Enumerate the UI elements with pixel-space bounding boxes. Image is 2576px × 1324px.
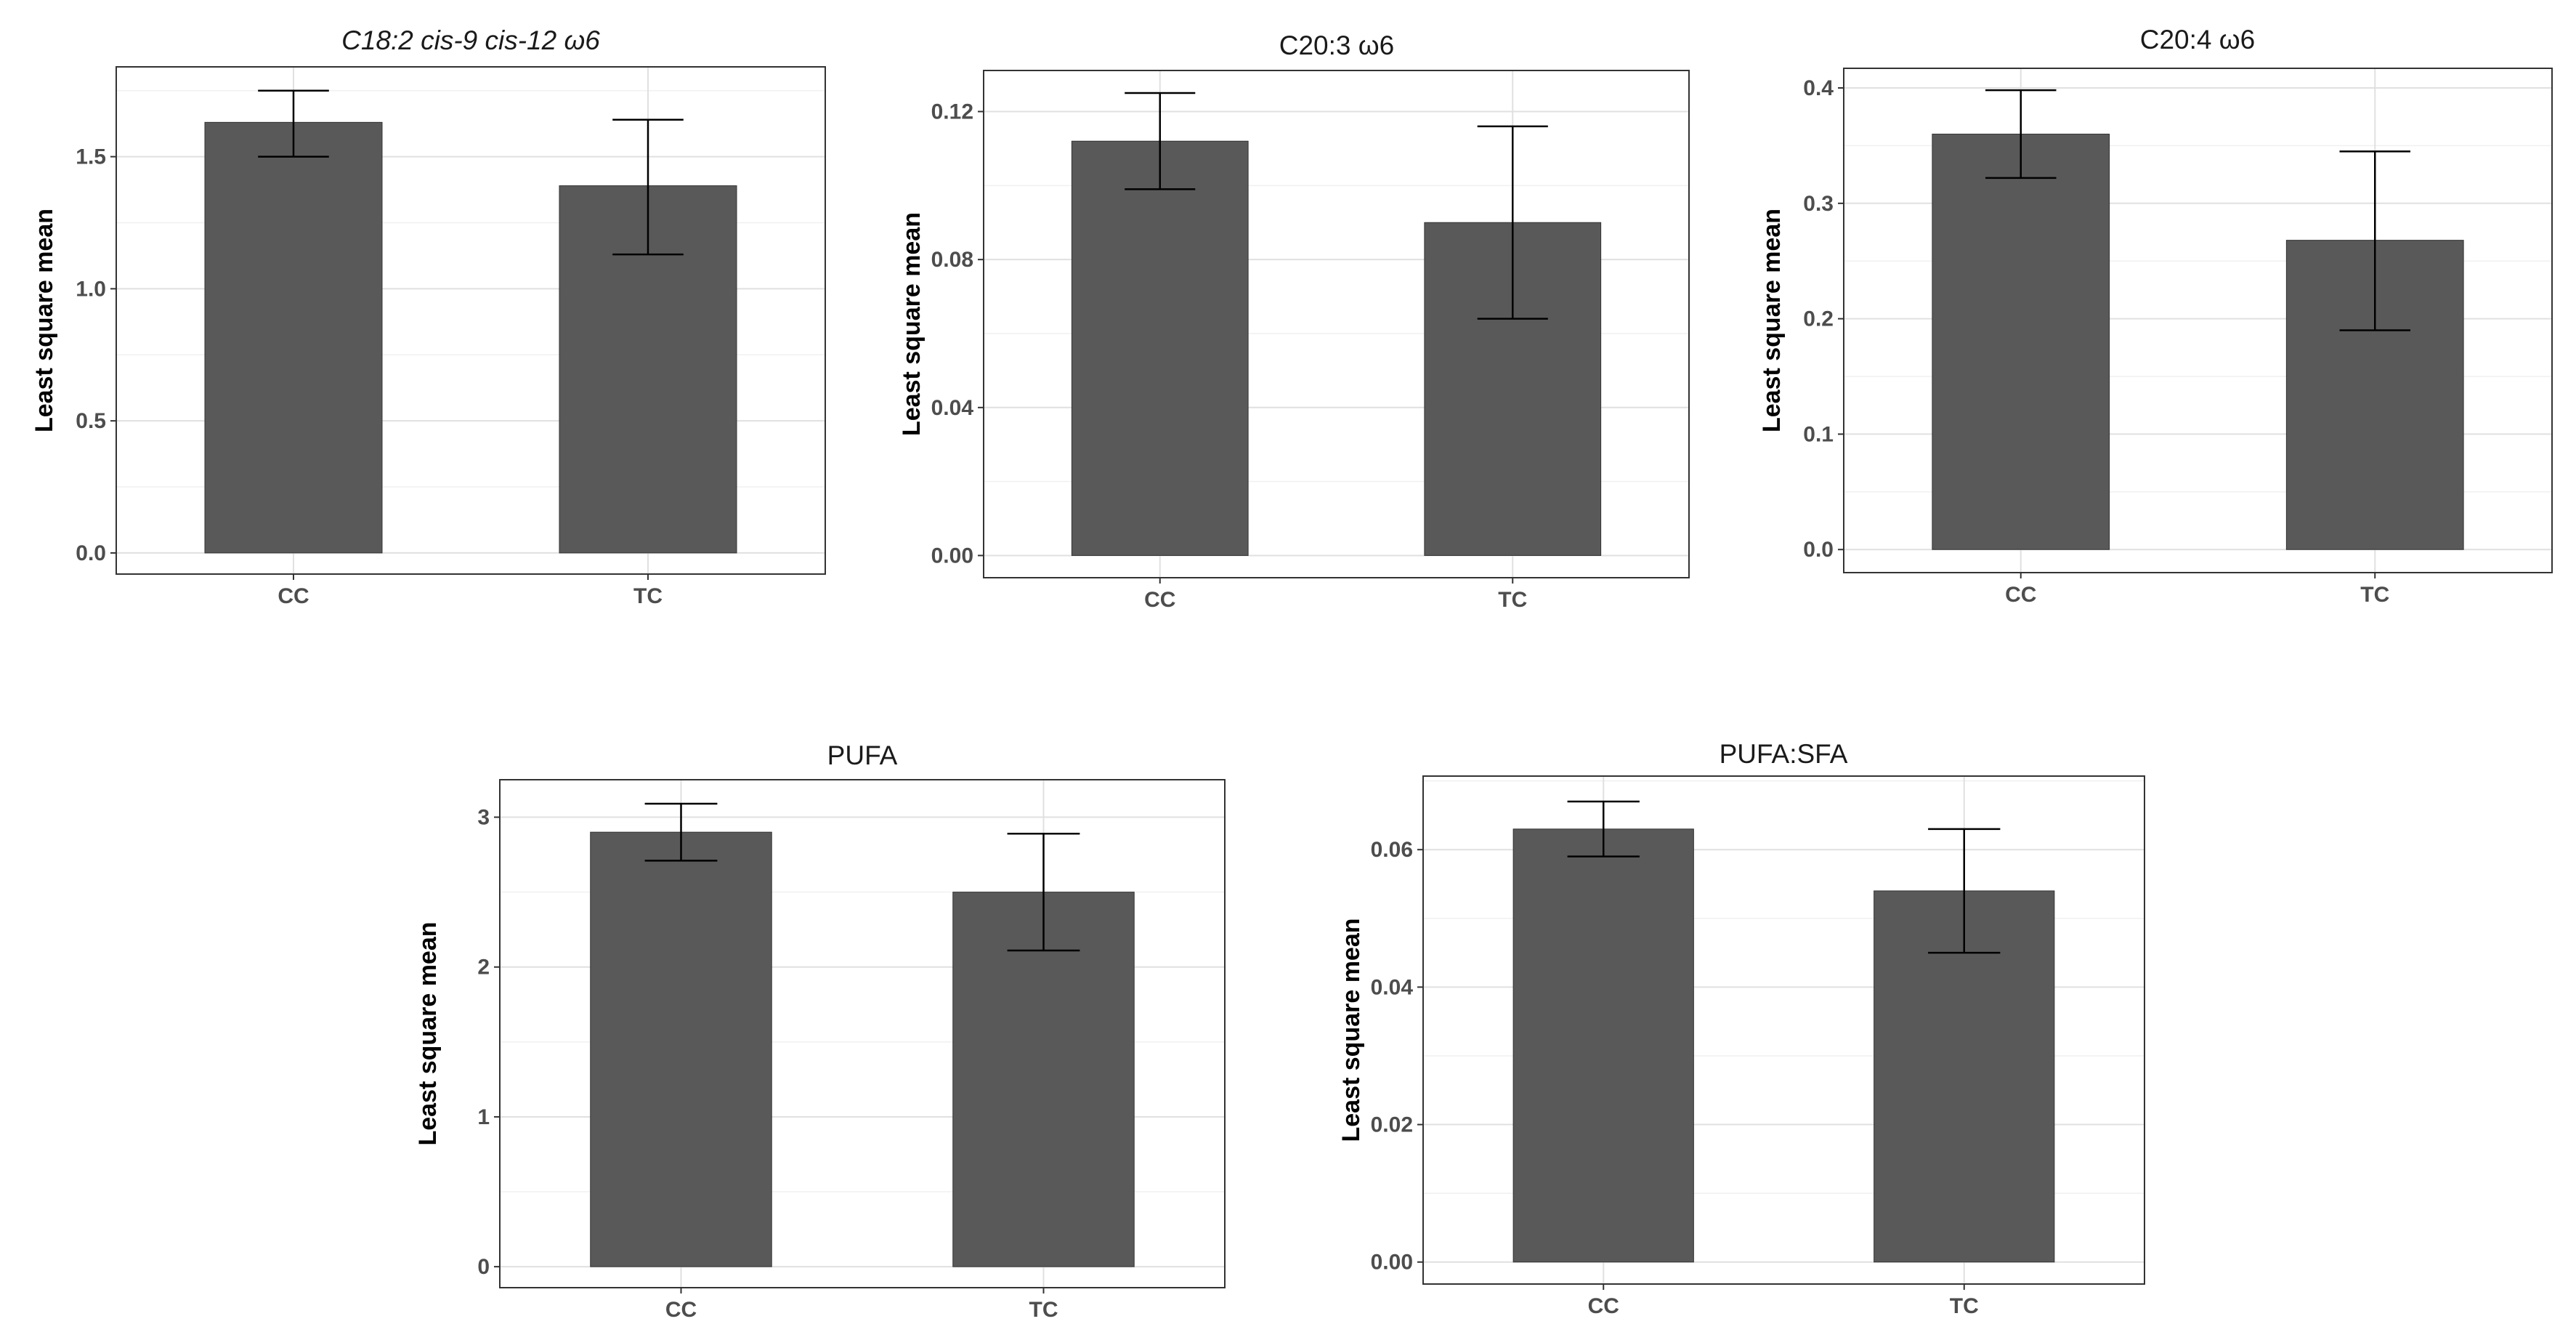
bar-cc — [204, 121, 383, 554]
y-tick-label: 0.12 — [931, 100, 973, 124]
chart-title: PUFA — [827, 740, 898, 770]
chart-panel-4: 0 1 2 3 CC TC PUFA Least square mean — [414, 740, 1226, 1322]
y-axis-title: Least square mean — [1337, 918, 1365, 1142]
y-tick-label: 0.00 — [931, 544, 973, 568]
bar-cc — [1932, 134, 2110, 550]
bar-cc — [590, 831, 772, 1267]
chart-panel-3: 0.0 0.1 0.2 0.3 0.4 CC TC C20:4 ω6 Least square … — [1758, 25, 2553, 607]
x-tick-label: CC — [278, 584, 309, 608]
chart-title: C18:2 cis-9 cis-12 ω6 — [341, 25, 600, 55]
panel-border — [116, 66, 826, 575]
y-tick-label: 1.0 — [76, 277, 106, 301]
y-tick-label: 0.0 — [76, 541, 106, 565]
y-tick-label: 0.2 — [1803, 307, 1834, 331]
y-tick-label: 0.04 — [1371, 975, 1414, 999]
y-axis-title: Least square mean — [31, 209, 58, 432]
bar-cc — [1512, 828, 1694, 1263]
chart-title: C20:3 ω6 — [1279, 31, 1394, 60]
chart-panel-1: 0.0 0.5 1.0 1.5 CC TC C18:2 cis-9 cis-12 ω6 Lea… — [31, 25, 826, 608]
y-tick-label: 2 — [477, 956, 490, 980]
panel-border — [499, 779, 1226, 1288]
x-tick-label: TC — [2360, 583, 2389, 607]
chart-title: C20:4 ω6 — [2140, 25, 2255, 55]
y-axis-title: Least square mean — [414, 921, 442, 1145]
error-bar-tc — [2339, 150, 2410, 331]
y-tick-label: 0.04 — [931, 396, 974, 420]
y-tick-label: 0.06 — [1371, 838, 1413, 862]
y-tick-label: 0.0 — [1803, 538, 1834, 562]
panel-border — [983, 70, 1690, 578]
bar-tc — [952, 892, 1135, 1267]
y-tick-label: 3 — [477, 806, 490, 830]
panel-border — [1843, 68, 2553, 573]
chart-panel-2: 0.00 0.04 0.08 0.12 CC TC C20:3 ω6 Least square… — [898, 31, 1690, 612]
y-tick-label: 0 — [477, 1255, 490, 1279]
bar-cc — [1071, 140, 1249, 556]
x-tick-label: TC — [1498, 588, 1527, 612]
y-axis-title: Least square mean — [1758, 209, 1786, 432]
y-tick-label: 0.4 — [1803, 76, 1834, 100]
y-tick-label: 0.5 — [76, 409, 106, 433]
y-tick-label: 0.02 — [1371, 1113, 1413, 1137]
y-axis-title: Least square mean — [898, 212, 926, 436]
x-tick-label: CC — [2005, 583, 2036, 607]
chart-title: PUFA:SFA — [1720, 739, 1848, 769]
y-tick-label: 0.1 — [1803, 422, 1834, 446]
y-tick-label: 0.3 — [1803, 192, 1834, 216]
error-bar-tc — [1007, 832, 1080, 952]
x-tick-label: CC — [665, 1298, 697, 1322]
error-bar-tc — [1928, 828, 2001, 954]
panel-border — [1422, 775, 2145, 1285]
chart-panel-5: 0.00 0.02 0.04 0.06 CC TC PUFA:SFA Least square… — [1337, 739, 2145, 1318]
y-tick-label: 0.08 — [931, 248, 973, 272]
x-tick-label: TC — [633, 584, 663, 608]
y-tick-label: 1.5 — [76, 145, 106, 169]
y-tick-label: 1 — [477, 1105, 490, 1129]
y-tick-label: 0.00 — [1371, 1251, 1413, 1275]
error-bar-cc — [644, 802, 718, 862]
x-tick-label: CC — [1144, 588, 1175, 612]
error-bar-cc — [1567, 800, 1640, 857]
error-bar-cc — [258, 89, 329, 158]
x-tick-label: TC — [1950, 1294, 1979, 1318]
error-bar-tc — [612, 118, 684, 256]
x-tick-label: TC — [1029, 1298, 1058, 1322]
x-tick-label: CC — [1588, 1294, 1619, 1318]
error-bar-cc — [1985, 89, 2057, 179]
error-bar-cc — [1125, 92, 1196, 190]
error-bar-tc — [1477, 125, 1548, 320]
